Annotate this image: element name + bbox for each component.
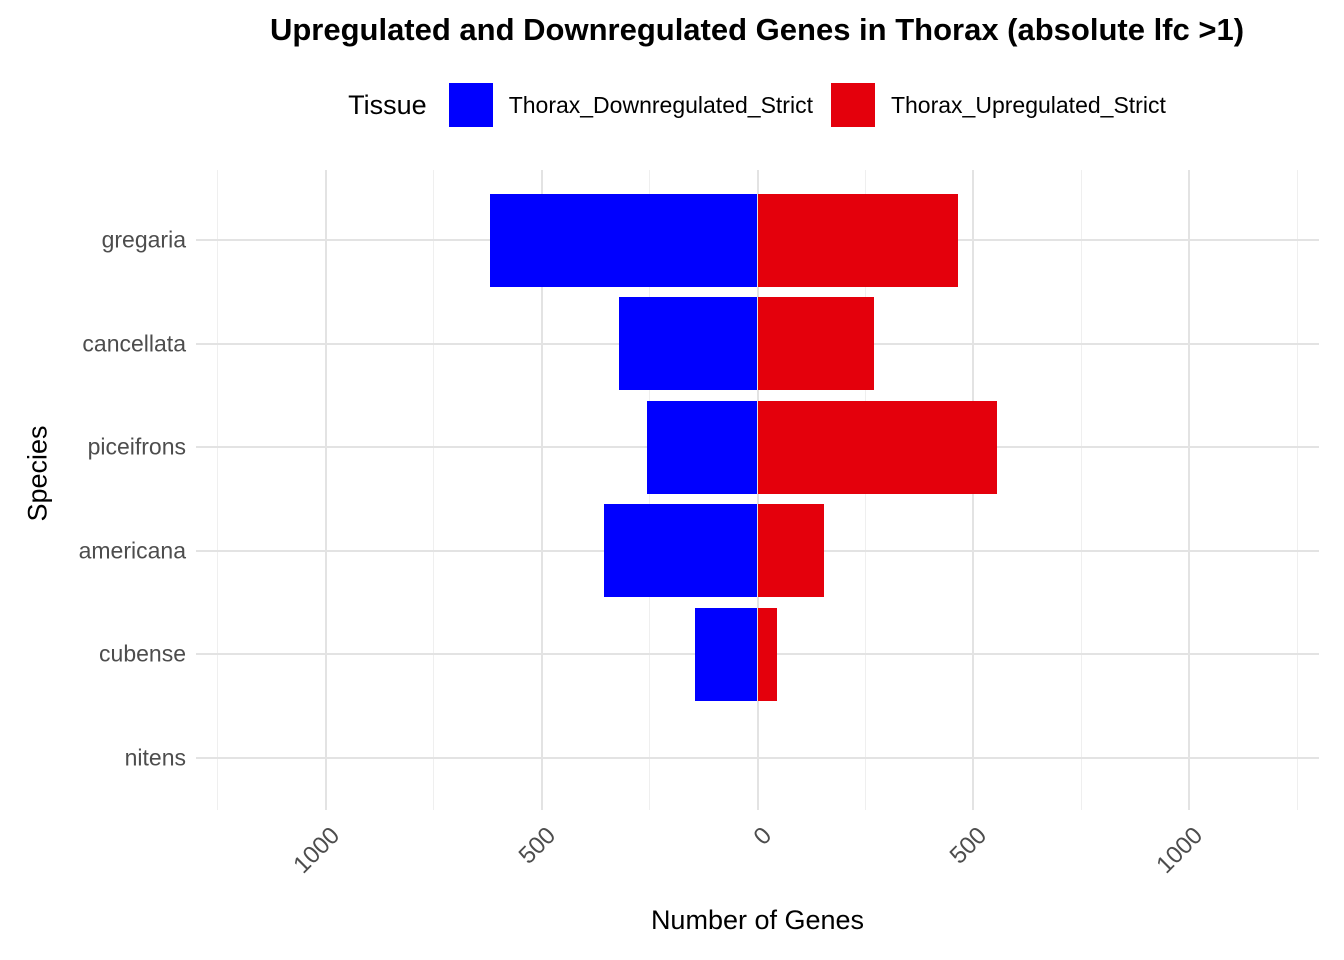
bar-cancellata-upregulated	[757, 297, 875, 390]
bar-americana-upregulated	[757, 504, 825, 597]
bar-piceifrons-upregulated	[757, 400, 998, 494]
legend-title: Tissue	[348, 89, 427, 120]
y-tick-label-cubense: cubense	[99, 640, 186, 667]
bar-gregaria-downregulated	[489, 193, 758, 287]
bar-americana-downregulated	[604, 504, 758, 597]
gridline-major-x	[324, 170, 327, 810]
gridline-major-x	[540, 170, 543, 810]
y-tick-label-nitens: nitens	[124, 744, 186, 770]
gridline-minor-x	[1080, 170, 1082, 810]
bar-gregaria-upregulated	[757, 193, 959, 287]
y-tick-label-cancellata: cancellata	[82, 330, 186, 356]
gridline-minor-x	[1296, 170, 1298, 810]
y-axis-title: Species	[22, 425, 53, 522]
x-axis-title: Number of Genes	[650, 905, 865, 935]
upregulated-swatch	[830, 83, 875, 127]
legend: Tissue Thorax_Downregulated_Strict Thora…	[170, 80, 1344, 130]
plot-panel	[196, 170, 1319, 810]
gridline-minor-x	[217, 170, 219, 810]
gridline-major-x	[1188, 170, 1191, 810]
chart-title: Upregulated and Downregulated Genes in T…	[269, 12, 1245, 47]
gridline-major-y	[196, 756, 1319, 759]
y-tick-label-gregaria: gregaria	[101, 226, 186, 253]
bar-cancellata-downregulated	[619, 297, 758, 390]
legend-item-downregulated: Thorax_Downregulated_Strict	[448, 83, 813, 127]
bar-cubense-upregulated	[757, 607, 777, 701]
downregulated-swatch	[448, 83, 493, 127]
gridline-minor-x	[433, 170, 435, 810]
bar-piceifrons-downregulated	[647, 400, 758, 494]
legend-label-upregulated: Thorax_Upregulated_Strict	[890, 91, 1166, 118]
bar-cubense-downregulated	[694, 607, 758, 701]
legend-label-downregulated: Thorax_Downregulated_Strict	[508, 91, 813, 118]
legend-item-upregulated: Thorax_Upregulated_Strict	[830, 83, 1166, 127]
